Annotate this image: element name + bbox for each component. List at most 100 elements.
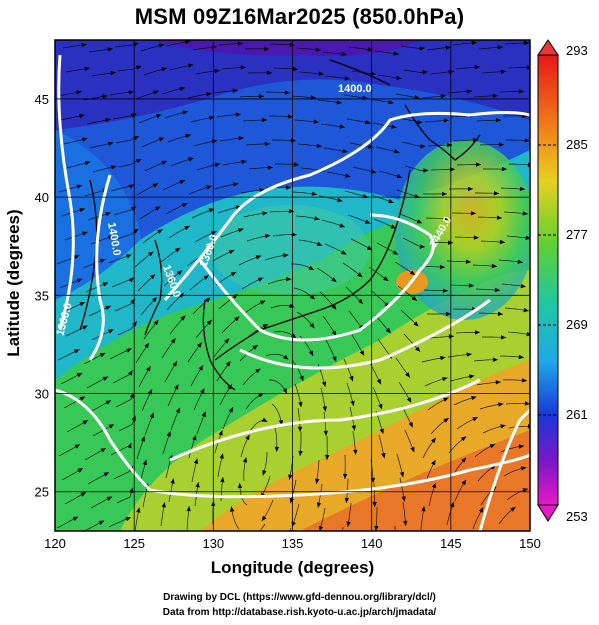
streamline-arrow (311, 191, 317, 196)
streamline-arrow (102, 282, 109, 287)
streamline-arrow (245, 434, 250, 441)
streamline-arrow (440, 355, 446, 361)
streamline-arrow (214, 68, 220, 74)
streamline-arrow (181, 203, 188, 208)
y-tick-label: 40 (35, 190, 49, 205)
streamline-arrow (381, 453, 386, 459)
streamline-arrow (344, 497, 349, 503)
streamline-arrow (323, 430, 328, 436)
streamline-arrow (149, 412, 154, 419)
streamline-arrow (298, 450, 303, 456)
streamline-arrow (261, 515, 267, 522)
streamline-arrow (408, 422, 413, 428)
x-tick-label: 145 (440, 536, 462, 551)
streamline-arrow (443, 397, 449, 402)
streamline-arrow (460, 436, 467, 442)
colorbar-bottom-arrow (537, 504, 559, 522)
streamline-arrow (518, 354, 524, 360)
streamline-arrow (396, 174, 403, 179)
streamline-arrow (150, 274, 156, 280)
streamline-arrow (385, 327, 391, 334)
streamline-arrow (153, 90, 159, 95)
streamline-arrow (170, 338, 176, 344)
streamline-arrow (470, 211, 476, 216)
streamline-arrow (267, 165, 273, 170)
streamline-arrow (413, 321, 419, 327)
streamline-arrow (396, 75, 402, 80)
streamline-arrow (410, 446, 415, 453)
streamline-arrow (495, 118, 501, 123)
streamline-arrow (208, 208, 215, 213)
streamline-arrow (383, 276, 389, 282)
streamline-arrow (520, 466, 527, 471)
streamline-arrow (206, 185, 212, 190)
streamline-arrow (492, 357, 498, 362)
streamline-arrow (494, 287, 500, 293)
streamline-arrow (188, 63, 194, 68)
streamline-arrow (179, 180, 185, 185)
streamline-arrow (237, 483, 243, 489)
streamline-arrow (192, 435, 197, 441)
streamline-arrow (417, 120, 423, 125)
streamline-arrow (399, 471, 405, 478)
streamline-arrow (376, 378, 381, 385)
streamline-arrow (388, 198, 394, 204)
streamline-arrow (468, 283, 474, 288)
streamline-arrow (259, 188, 265, 193)
streamline-arrow (235, 112, 241, 117)
streamline-arrow (126, 254, 132, 259)
colorbar-tick-label: 269 (566, 317, 588, 332)
streamline-arrow (313, 119, 319, 124)
streamline-arrow (262, 470, 267, 476)
streamline-arrow (218, 430, 223, 436)
streamline-arrow (79, 302, 85, 307)
streamline-arrow (524, 138, 530, 143)
x-axis-label: Longitude (degrees) (210, 558, 375, 577)
streamline-arrow (262, 117, 267, 123)
streamline-arrow (180, 315, 186, 321)
streamline-arrow (406, 397, 412, 403)
streamline-arrow (158, 137, 165, 142)
streamline-arrow (237, 41, 243, 46)
streamline-arrow (372, 502, 377, 507)
streamline-arrow (262, 211, 268, 216)
streamline-arrow (108, 329, 114, 334)
streamline-arrow (130, 113, 137, 118)
streamline-arrow (446, 142, 452, 148)
streamline-arrow (465, 259, 471, 264)
streamline-arrow (292, 66, 298, 72)
streamline-arrow (405, 372, 410, 378)
streamlines (56, 40, 530, 531)
streamline-arrow (108, 141, 114, 146)
streamline-arrow (443, 418, 449, 423)
streamline-arrow (431, 483, 436, 489)
streamline-arrow (431, 437, 436, 444)
streamline-arrow (523, 307, 529, 313)
streamline-arrow (193, 458, 199, 464)
streamline-arrow (471, 40, 477, 45)
streamline-arrow (261, 417, 268, 422)
streamline (259, 523, 266, 531)
colorbar-tick-labels: 293 285 277 269 261 253 (538, 43, 588, 524)
streamline-arrow (136, 159, 142, 164)
streamline-arrow (255, 255, 262, 260)
streamline-arrow (224, 338, 230, 344)
streamline-arrow (108, 235, 114, 240)
streamline-arrow (258, 393, 264, 398)
y-axis-label: Latitude (degrees) (4, 209, 23, 357)
streamline-arrow (500, 424, 506, 429)
streamline-arrow (225, 361, 231, 367)
streamline-arrow (76, 90, 82, 95)
streamline-arrow (284, 90, 290, 95)
streamline-arrow (523, 40, 529, 46)
streamline-arrow (100, 448, 106, 453)
streamline-arrow (206, 92, 212, 97)
streamline-arrow (339, 223, 345, 228)
streamline-arrow (219, 453, 224, 459)
streamline-arrow (102, 376, 109, 381)
streamline-arrow (229, 506, 235, 512)
x-tick-label: 125 (123, 536, 145, 551)
streamline-arrow (473, 235, 479, 240)
streamline-arrow (357, 272, 363, 278)
streamline-arrow (198, 365, 204, 371)
